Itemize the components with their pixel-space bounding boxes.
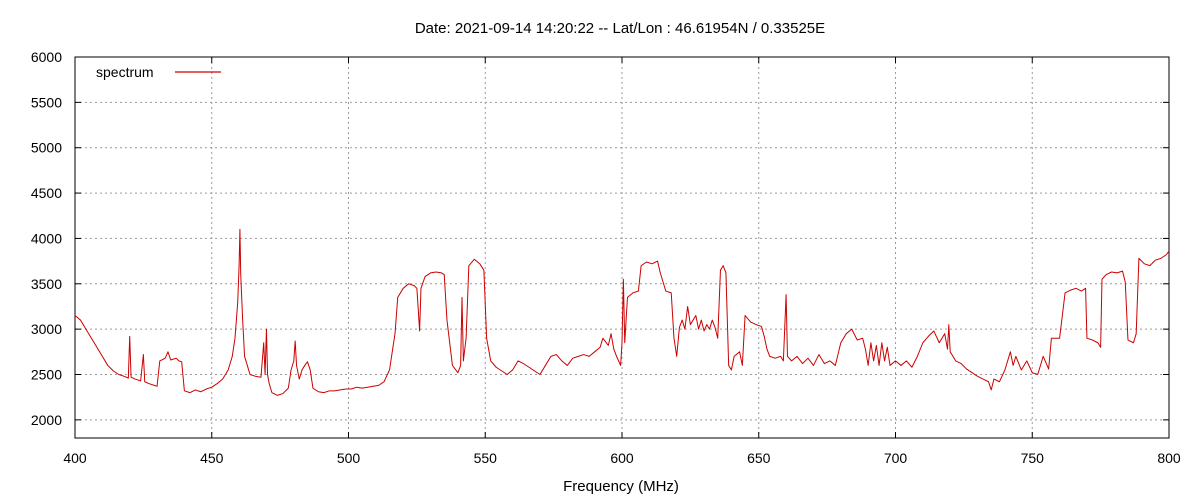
x-tick-label: 450 xyxy=(200,450,224,466)
x-tick-label: 800 xyxy=(1157,450,1181,466)
x-tick-label: 500 xyxy=(337,450,361,466)
axis-ticks: 400 450 500 550 600 650 700 750 800 2000 2500 3000 3… xyxy=(31,49,1181,466)
x-tick-label: 650 xyxy=(747,450,771,466)
y-tick-label: 5000 xyxy=(31,140,62,156)
y-tick-label: 4000 xyxy=(31,230,62,246)
x-axis-label: Frequency (MHz) xyxy=(563,478,679,495)
x-tick-label: 400 xyxy=(63,450,87,466)
y-tick-label: 3500 xyxy=(31,276,62,292)
y-tick-label: 2000 xyxy=(31,412,62,428)
x-tick-label: 600 xyxy=(610,450,634,466)
x-tick-label: 550 xyxy=(474,450,498,466)
y-tick-label: 4500 xyxy=(31,185,62,201)
y-tick-label: 3000 xyxy=(31,321,62,337)
legend-label-spectrum: spectrum xyxy=(96,64,154,80)
series-layer xyxy=(74,228,1170,396)
y-tick-label: 2500 xyxy=(31,367,62,383)
y-tick-label: 5500 xyxy=(31,94,62,110)
grid xyxy=(75,57,1169,438)
y-tick-label: 6000 xyxy=(31,49,62,65)
x-tick-label: 700 xyxy=(884,450,908,466)
chart-title: Date: 2021-09-14 14:20:22 -- Lat/Lon : 4… xyxy=(415,20,825,37)
series-line-spectrum xyxy=(74,228,1170,396)
legend: spectrum xyxy=(96,64,221,80)
x-tick-label: 750 xyxy=(1021,450,1045,466)
